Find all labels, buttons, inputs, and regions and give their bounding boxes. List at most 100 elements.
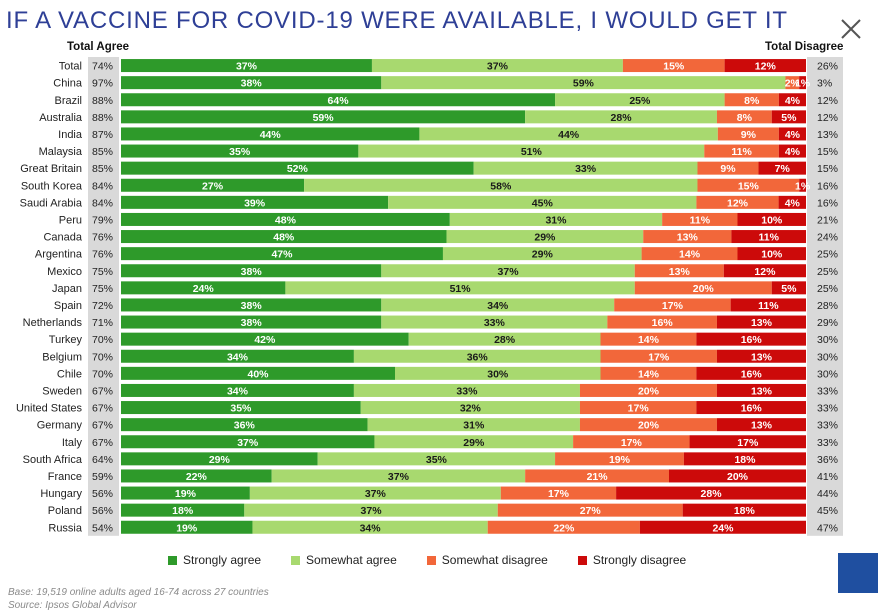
total-disagree-value: 26% <box>817 61 838 73</box>
data-label: 37% <box>498 266 520 278</box>
total-disagree-value: 47% <box>817 522 838 534</box>
data-label: 45% <box>532 197 554 209</box>
bar-segment <box>395 366 601 380</box>
total-agree-value: 84% <box>92 180 113 192</box>
bar-segment <box>121 281 286 295</box>
category-label: Italy <box>62 437 83 449</box>
bar-segment <box>381 315 608 329</box>
legend-label: Strongly agree <box>183 553 262 567</box>
data-label: 12% <box>754 266 776 278</box>
total-agree-value: 67% <box>92 385 113 397</box>
data-label: 33% <box>484 317 506 329</box>
data-label: 27% <box>202 180 224 192</box>
bar-segment <box>716 110 772 124</box>
bar-segment <box>121 144 359 158</box>
data-label: 20% <box>693 283 715 295</box>
bar-segment <box>771 281 806 295</box>
category-label: Peru <box>59 214 82 226</box>
bar-segment <box>689 435 806 449</box>
bar-segment <box>579 401 697 415</box>
total-disagree-value: 3% <box>817 78 832 90</box>
total-agree-value: 70% <box>92 334 113 346</box>
bar-segment <box>500 486 617 500</box>
data-label: 27% <box>580 505 602 517</box>
bar-segment <box>622 59 725 73</box>
data-label: 14% <box>679 249 701 261</box>
category-label: Canada <box>43 232 82 244</box>
total-agree-value: 74% <box>92 61 113 73</box>
data-label: 11% <box>690 214 711 226</box>
bar-segment <box>573 435 690 449</box>
total-agree-value: 64% <box>92 454 113 466</box>
data-label: 15% <box>738 180 760 192</box>
data-label: 20% <box>638 420 660 432</box>
bar-segment <box>758 161 806 175</box>
data-label: 36% <box>234 420 256 432</box>
category-label: Australia <box>39 112 83 124</box>
bar-segment <box>771 110 806 124</box>
total-agree-value: 56% <box>92 505 113 517</box>
bar-segment <box>716 315 806 329</box>
bar-segment <box>358 144 705 158</box>
data-label: 37% <box>237 437 259 449</box>
bar-segment <box>304 178 698 192</box>
total-agree-value: 67% <box>92 420 113 432</box>
data-label: 33% <box>456 385 478 397</box>
bar-segment <box>121 418 368 432</box>
category-label: Argentina <box>35 249 83 261</box>
bar-segment <box>785 76 800 90</box>
total-agree-value: 85% <box>92 163 113 175</box>
bar-segment <box>717 127 779 141</box>
total-agree-value: 72% <box>92 300 113 312</box>
bar-segment <box>641 247 738 261</box>
total-agree-value: 75% <box>92 266 113 278</box>
data-label: 13% <box>751 420 773 432</box>
bar-segment <box>381 264 635 278</box>
bar-segment <box>696 366 806 380</box>
total-disagree-value: 12% <box>817 95 838 107</box>
category-label: Sweden <box>42 385 82 397</box>
total-agree-value: 54% <box>92 522 113 534</box>
bar-segment <box>778 93 806 107</box>
data-label: 5% <box>781 112 797 124</box>
data-label: 38% <box>241 317 263 329</box>
bar-segment <box>643 230 732 244</box>
close-icon[interactable] <box>839 17 863 41</box>
total-agree-header: Total Agree <box>67 41 129 53</box>
bar-segment <box>121 435 375 449</box>
total-disagree-value: 13% <box>817 129 838 141</box>
total-agree-band <box>88 57 119 536</box>
total-disagree-value: 33% <box>817 420 838 432</box>
bar-segment <box>716 383 806 397</box>
total-agree-value: 67% <box>92 403 113 415</box>
category-label: China <box>53 78 83 90</box>
data-label: 13% <box>751 351 773 363</box>
total-agree-value: 87% <box>92 129 113 141</box>
category-label: Belgium <box>42 351 82 363</box>
total-disagree-band <box>807 57 843 536</box>
total-disagree-header: Total Disagree <box>765 41 844 53</box>
category-label: Turkey <box>49 334 83 346</box>
total-disagree-value: 15% <box>817 146 838 158</box>
data-label: 37% <box>236 61 258 73</box>
bar-segment <box>697 161 759 175</box>
data-label: 28% <box>611 112 633 124</box>
total-disagree-value: 45% <box>817 505 838 517</box>
data-label: 44% <box>558 129 580 141</box>
data-label: 17% <box>628 403 650 415</box>
bar-segment <box>121 110 526 124</box>
bar-segment <box>244 503 498 517</box>
total-agree-value: 88% <box>92 112 113 124</box>
data-label: 8% <box>744 95 760 107</box>
total-disagree-value: 25% <box>817 249 838 261</box>
bar-segment <box>778 127 806 141</box>
bar-segment <box>121 298 382 312</box>
data-label: 17% <box>548 488 570 500</box>
data-label: 64% <box>328 95 350 107</box>
data-label: 18% <box>734 505 756 517</box>
total-agree-value: 70% <box>92 351 113 363</box>
data-label: 10% <box>761 214 783 226</box>
bar-segment <box>121 366 395 380</box>
bar-segment <box>799 76 806 90</box>
category-label: Netherlands <box>23 317 83 329</box>
